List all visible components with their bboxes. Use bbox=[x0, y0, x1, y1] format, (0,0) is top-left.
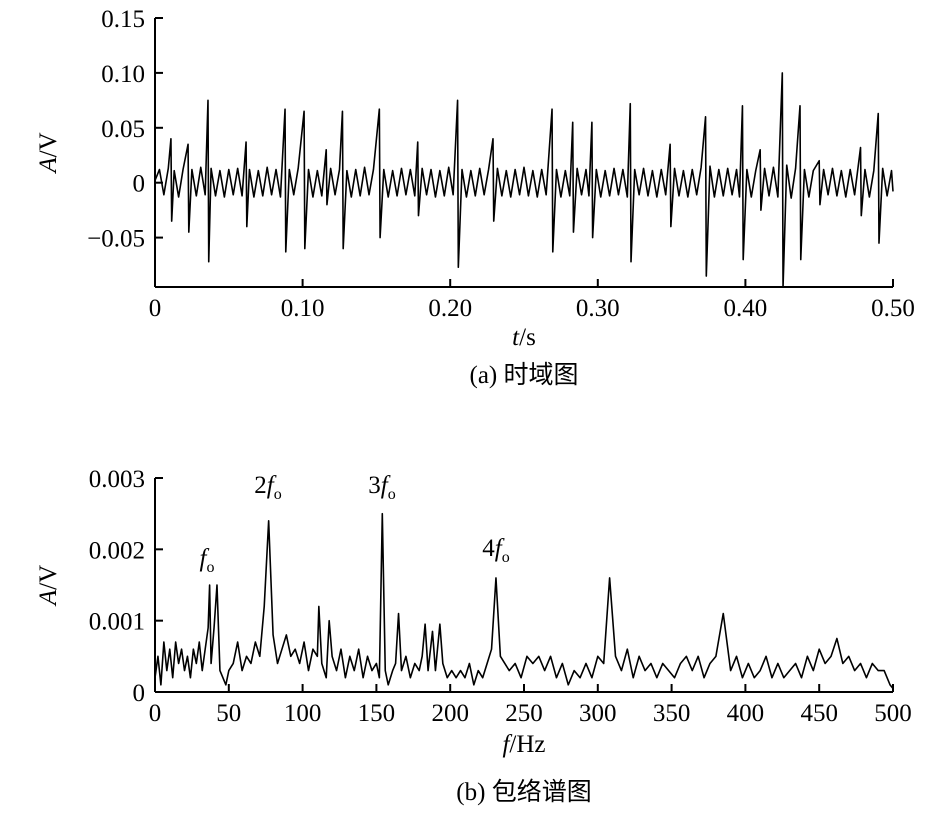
x-tick-label: 500 bbox=[874, 700, 912, 727]
x-tick-label: 50 bbox=[216, 700, 241, 727]
annotation: 3fo bbox=[368, 472, 395, 503]
subplot: 0 0.001 0.002 0.003 0 50 100 150 200 250 300 350 400… bbox=[35, 466, 912, 806]
annotation-subscript: o bbox=[502, 549, 510, 566]
y-axis-label: A/V bbox=[35, 132, 62, 174]
annotation: 4fo bbox=[482, 535, 509, 566]
y-tick-label: 0.15 bbox=[101, 6, 145, 33]
annotation-symbol: f bbox=[200, 545, 210, 572]
data-line bbox=[154, 72, 894, 288]
annotation-prefix: 4 bbox=[482, 535, 495, 562]
annotation-subscript: o bbox=[274, 486, 282, 503]
annotation: 2fo bbox=[254, 472, 281, 503]
label-symbol: A bbox=[35, 589, 62, 607]
y-tick-label: −0.05 bbox=[87, 226, 145, 253]
annotation: fo bbox=[200, 545, 215, 576]
y-tick-label: 0.05 bbox=[101, 116, 145, 143]
y-axis-label: A/V bbox=[35, 565, 62, 607]
x-tick-label: 350 bbox=[653, 700, 691, 727]
x-tick-label: 200 bbox=[431, 700, 469, 727]
x-tick-label: 150 bbox=[358, 700, 396, 727]
y-tick-label: 0.002 bbox=[89, 537, 145, 564]
annotation-prefix: 3 bbox=[368, 472, 381, 499]
x-tick-label: 0.50 bbox=[871, 295, 915, 322]
label-unit: /V bbox=[35, 132, 62, 157]
annotation-symbol: f bbox=[495, 535, 505, 562]
label-unit: /V bbox=[35, 565, 62, 590]
caption: (b) 包络谱图 bbox=[456, 778, 591, 806]
caption: (a) 时域图 bbox=[470, 361, 579, 389]
x-tick-label: 250 bbox=[505, 700, 543, 727]
y-tick-label: 0.003 bbox=[89, 466, 145, 493]
x-tick-label: 300 bbox=[579, 700, 617, 727]
y-tick-label: 0.001 bbox=[89, 609, 145, 636]
annotation-prefix: 2 bbox=[254, 472, 267, 499]
label-symbol: t bbox=[512, 324, 520, 351]
y-tick-label: 0.10 bbox=[101, 61, 145, 88]
x-tick-label: 400 bbox=[727, 700, 765, 727]
annotation-symbol: f bbox=[381, 472, 391, 499]
annotation-subscript: o bbox=[388, 486, 396, 503]
label-unit: /Hz bbox=[509, 731, 545, 758]
x-tick-label: 0.40 bbox=[724, 295, 768, 322]
x-axis-label: t/s bbox=[512, 324, 536, 351]
label-symbol: f bbox=[502, 731, 512, 758]
label-symbol: A bbox=[35, 157, 62, 175]
subplot: −0.05 0 0.05 0.10 0.15 0 0.10 0.20 0.30 0.40 0.50 A… bbox=[35, 6, 915, 389]
x-tick-label: 100 bbox=[284, 700, 322, 727]
x-tick-label: 0.10 bbox=[281, 295, 325, 322]
y-tick-label: 0 bbox=[133, 171, 146, 198]
x-axis-label: f/Hz bbox=[502, 731, 545, 758]
x-tick-label: 0.20 bbox=[428, 295, 472, 322]
x-tick-label: 0.30 bbox=[576, 295, 620, 322]
y-tick-label: 0 bbox=[133, 680, 146, 707]
data-line bbox=[154, 512, 894, 689]
x-tick-label: 0 bbox=[149, 700, 162, 727]
x-tick-label: 0 bbox=[149, 295, 162, 322]
x-tick-label: 450 bbox=[800, 700, 838, 727]
annotation-symbol: f bbox=[267, 472, 277, 499]
annotation-subscript: o bbox=[206, 559, 214, 576]
label-unit: /s bbox=[519, 324, 536, 351]
